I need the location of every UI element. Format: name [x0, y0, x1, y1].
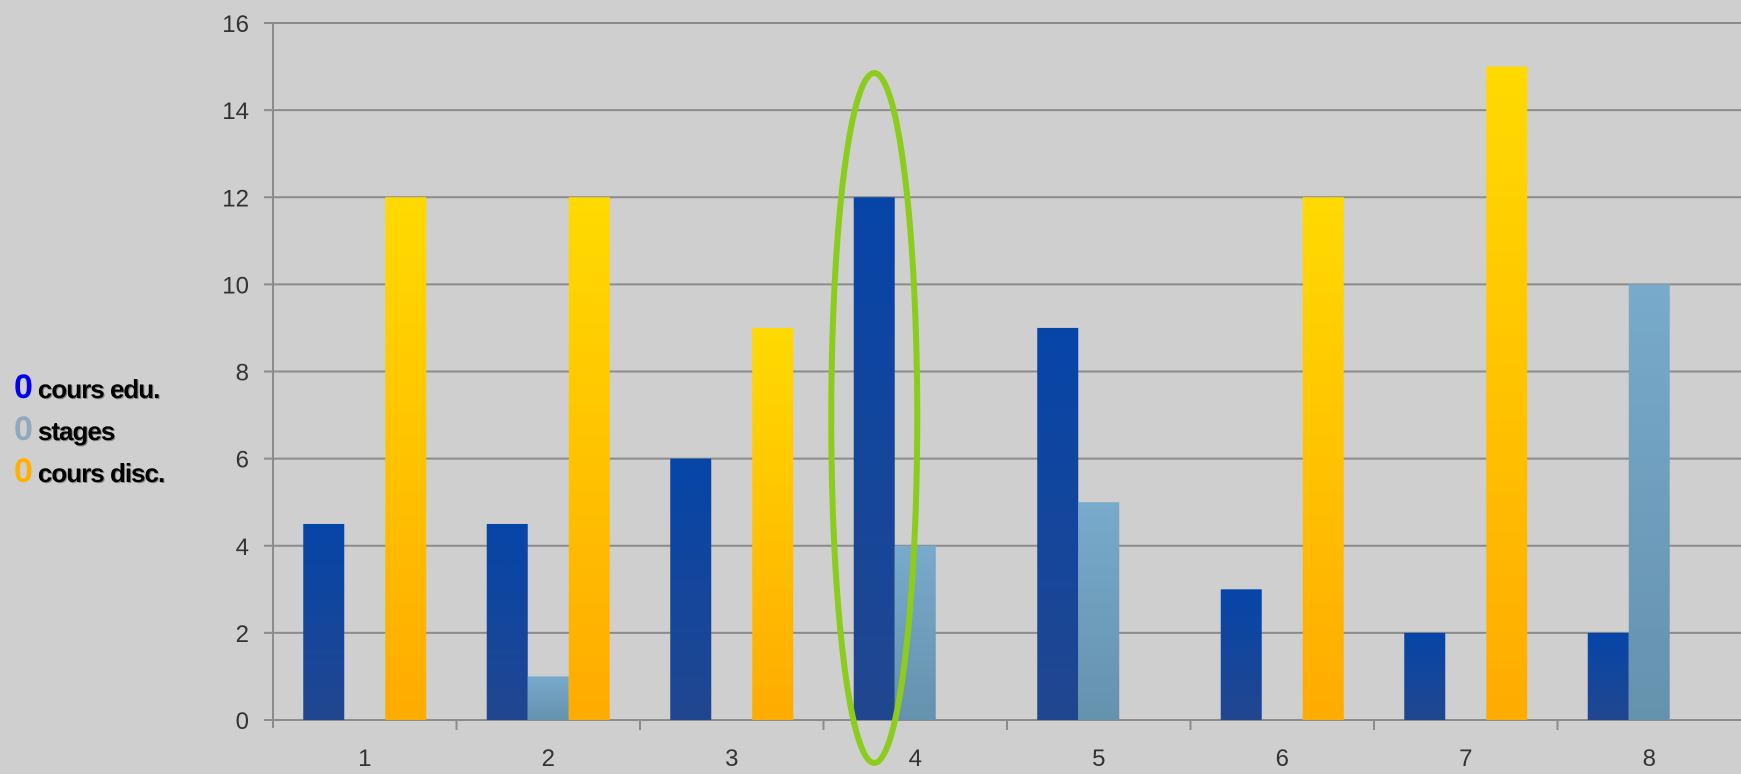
legend: 0 cours edu. 0 stages 0 cours disc.	[14, 368, 165, 494]
legend-label: stages	[37, 416, 115, 446]
bar-cours-edu-6	[1220, 589, 1262, 720]
legend-marker: 0	[14, 368, 33, 406]
y-tick-label: 6	[236, 447, 249, 474]
bar-cours-edu-1	[303, 523, 345, 720]
legend-marker: 0	[14, 410, 33, 448]
legend-item-stages: 0 stages	[14, 410, 164, 452]
legend-label: cours disc.	[37, 458, 165, 488]
y-tick-label: 8	[236, 360, 249, 387]
bar-cours-edu-4	[853, 197, 895, 720]
bar-stages-2	[527, 676, 569, 720]
x-tick-label: 8	[1643, 745, 1656, 772]
highlight-ellipse	[828, 70, 921, 766]
y-tick-label: 2	[236, 621, 249, 648]
x-tick-label: 1	[358, 745, 371, 772]
bar-cours-edu-2	[486, 523, 528, 720]
x-tick-label: 7	[1459, 745, 1472, 772]
legend-marker: 0	[14, 452, 33, 490]
bar-cours-disc-1	[385, 197, 427, 720]
x-tick-label: 2	[542, 745, 555, 772]
x-tick-label: 6	[1276, 745, 1289, 772]
bar-cours-disc-3	[752, 327, 794, 720]
y-tick-label: 4	[236, 534, 249, 561]
y-tick-label: 16	[222, 11, 249, 38]
y-tick-label: 0	[236, 708, 249, 735]
bar-stages-5	[1078, 502, 1120, 720]
x-tick-label: 5	[1092, 745, 1105, 772]
y-tick-label: 10	[222, 272, 249, 299]
bar-cours-edu-7	[1404, 632, 1446, 720]
bar-cours-disc-6	[1302, 197, 1344, 720]
bar-cours-edu-8	[1587, 632, 1629, 720]
x-tick-label: 4	[909, 745, 922, 772]
legend-item-cours-disc: 0 cours disc.	[14, 452, 165, 494]
bar-cours-edu-5	[1037, 327, 1079, 720]
legend-label: cours edu.	[37, 374, 160, 404]
x-tick-label: 3	[725, 745, 738, 772]
highlight-annotation	[828, 70, 921, 766]
y-tick-label: 12	[222, 185, 249, 212]
y-tick-label: 14	[222, 98, 249, 125]
bar-cours-edu-3	[670, 458, 712, 720]
bar-stages-8	[1628, 284, 1670, 720]
legend-item-cours-edu: 0 cours edu.	[14, 368, 164, 410]
bar-cours-disc-2	[568, 197, 610, 720]
bar-cours-disc-7	[1486, 66, 1528, 720]
bars	[303, 66, 1670, 720]
